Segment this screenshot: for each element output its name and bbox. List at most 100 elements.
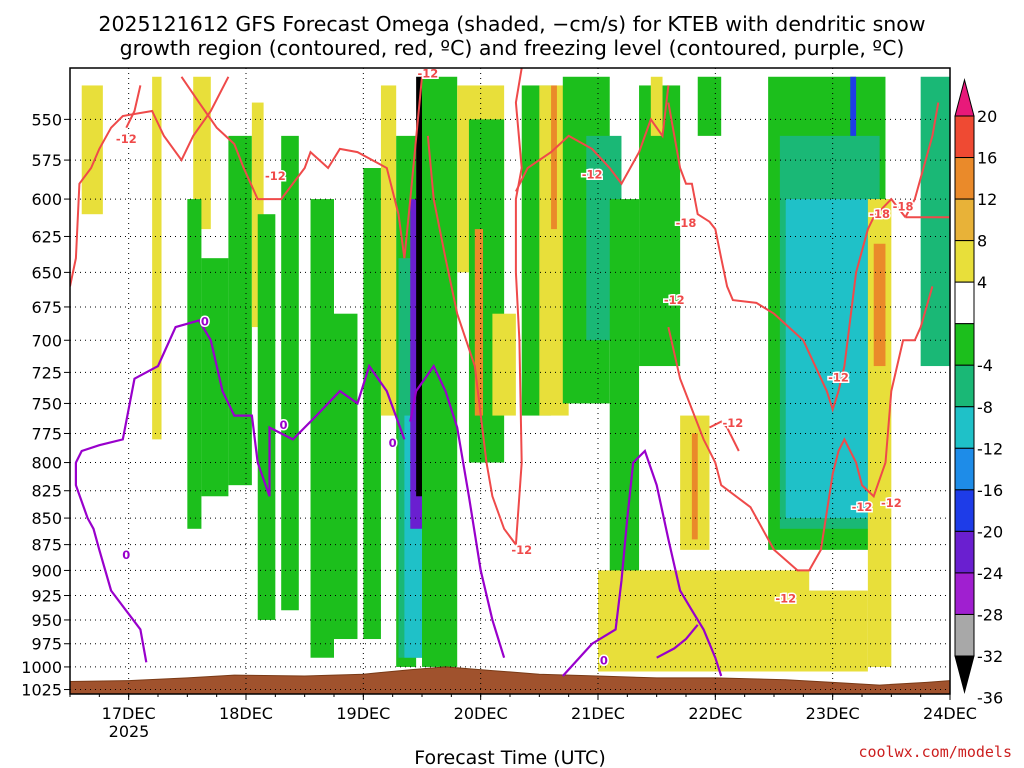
y-tick-label: 725 (31, 363, 62, 382)
x-tick-label: 17DEC (102, 704, 156, 723)
colorbar-box (954, 323, 975, 366)
omega-region (785, 199, 868, 519)
dgz-contour-line (709, 420, 740, 452)
freezing-level-line (74, 319, 406, 663)
freezing-level-line (409, 363, 506, 659)
omega-region (609, 199, 640, 571)
x-year-label: 2025 (109, 722, 150, 741)
colorbar-arrow-top (954, 78, 975, 117)
dgz-contour-label: -12 (511, 543, 532, 557)
omega-region (201, 258, 229, 497)
x-tick-label: 18DEC (219, 704, 273, 723)
chart-title-line2: growth region (contoured, red, ºC) and f… (120, 36, 905, 60)
freezing-level-contours: 0 0 0 0 0 (74, 313, 723, 677)
dgz-contour-label: -12 (828, 370, 849, 384)
dgz-contour-line (514, 68, 523, 545)
y-tick-label: 1025 (21, 681, 62, 700)
y-tick-label: 1000 (21, 658, 62, 677)
x-tick-label: 19DEC (336, 704, 390, 723)
freezing-level-label: 0 (389, 436, 397, 450)
y-tick-label: 600 (31, 190, 62, 209)
chart-title-line1: 2025121612 GFS Forecast Omega (shaded, −… (98, 12, 925, 36)
omega-region (363, 168, 381, 640)
colorbar-box (954, 364, 975, 408)
colorbar-label: 12 (977, 190, 997, 209)
y-tick-label: 775 (31, 424, 62, 443)
colorbar-box (954, 530, 975, 574)
x-axis-label: Forecast Time (UTC) (414, 747, 605, 768)
colorbar: 20 16 12 8 4 -4 -8 -12 -16 -20 -24 -28 -32 -36 (954, 78, 1003, 708)
freezing-level-label: 0 (122, 548, 130, 562)
colorbar-label: -32 (977, 647, 1003, 666)
dgz-contour-label: -18 (893, 200, 914, 214)
y-axis: 550 575 600 625 650 675 700 725 750 775 800 825 850 8… (21, 110, 70, 700)
y-tick-label: 925 (31, 587, 62, 606)
colorbar-box (954, 489, 975, 532)
y-tick-label: 700 (31, 331, 62, 350)
dgz-contour-line (667, 102, 840, 413)
dgz-contour-line (125, 85, 142, 129)
dgz-contour-label: -12 (265, 169, 286, 183)
dgz-contour-line (180, 76, 423, 259)
omega-region (81, 85, 103, 215)
dgz-contour-line (837, 197, 907, 392)
omega-region (380, 85, 397, 416)
colorbar-arrow-bottom (954, 655, 975, 694)
x-tick-label: 24DEC (923, 704, 977, 723)
colorbar-box (954, 240, 975, 283)
colorbar-label: -12 (977, 439, 1003, 458)
dgz-contour-label: -12 (582, 167, 603, 181)
dgz-contour-label: -12 (116, 132, 137, 146)
omega-region (310, 199, 334, 658)
y-tick-label: 800 (31, 454, 62, 473)
y-tick-label: 625 (31, 227, 62, 246)
dgz-contour-label: -18 (869, 207, 890, 221)
omega-region (281, 135, 299, 611)
omega-region (334, 313, 358, 640)
y-tick-label: 675 (31, 298, 62, 317)
colorbar-label: -8 (977, 398, 993, 417)
dgz-contour-label: -12 (723, 416, 744, 430)
dgz-contours: -12 -12 -12 -12 -12 -18 -12 -12 -18 -12 -12 -12 -18 -… (70, 68, 950, 607)
omega-region (650, 76, 663, 136)
colorbar-label: -16 (977, 481, 1003, 500)
dgz-contour-line (70, 76, 230, 287)
omega-region (474, 229, 484, 416)
colorbar-box (954, 198, 975, 242)
y-tick-label: 575 (31, 151, 62, 170)
omega-region (873, 243, 886, 367)
omega-region (756, 590, 868, 672)
colorbar-label: -24 (977, 564, 1003, 583)
x-tick-label: 20DEC (454, 704, 508, 723)
omega-region (850, 76, 857, 136)
dgz-contour-label: -12 (852, 500, 873, 514)
dgz-contour-line (667, 286, 934, 572)
x-axis: 17DEC 18DEC 19DEC 20DEC 21DEC 22DEC 23DEC 24DEC (69, 694, 977, 723)
colorbar-box (954, 281, 975, 325)
omega-region (228, 135, 252, 486)
y-tick-label: 900 (31, 561, 62, 580)
x-tick-label: 22DEC (688, 704, 742, 723)
y-tick-label: 825 (31, 482, 62, 501)
omega-region (691, 433, 698, 540)
omega-region (187, 199, 202, 529)
freezing-level-line (656, 624, 699, 659)
dgz-contour-line (515, 85, 670, 192)
omega-region (257, 214, 276, 620)
x-tick-label: 23DEC (806, 704, 860, 723)
colorbar-box (954, 406, 975, 449)
y-tick-label: 550 (31, 110, 62, 129)
dgz-contour-line (904, 102, 940, 218)
terrain-area (70, 666, 950, 694)
freezing-level-line (561, 448, 723, 677)
y-tick-label: 750 (31, 394, 62, 413)
colorbar-box (954, 613, 975, 657)
terrain-fill (70, 666, 950, 694)
y-tick-label: 875 (31, 536, 62, 555)
colorbar-label: -4 (977, 356, 993, 375)
freezing-level-label: 0 (201, 315, 209, 329)
freezing-level-label: 0 (280, 418, 288, 432)
dgz-contour-label: -12 (881, 496, 902, 510)
y-tick-label: 950 (31, 611, 62, 630)
